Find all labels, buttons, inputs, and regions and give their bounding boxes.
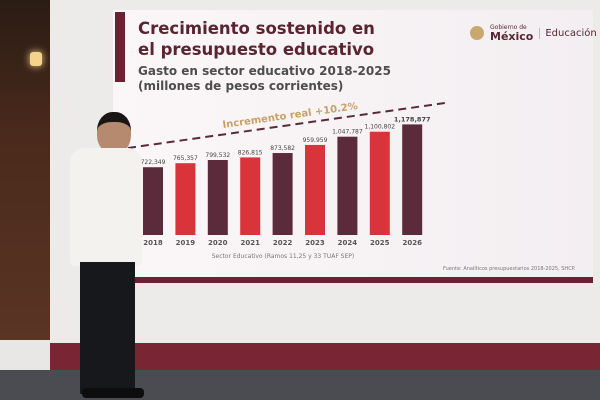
bar-2021	[240, 157, 261, 235]
logo-gov-big: México	[490, 30, 534, 43]
data-label-2024: 1,047,787	[332, 129, 363, 136]
bar-2019	[175, 163, 196, 235]
data-label-2022: 873,582	[270, 145, 295, 152]
data-label-2019: 765,357	[173, 155, 198, 162]
trend-annotation: Incremento real +10.2%	[222, 101, 359, 131]
data-label-2018: 722,349	[141, 159, 166, 166]
data-label-2023: 959,959	[303, 137, 328, 144]
speaker-shoes	[82, 388, 144, 398]
x-tick-2020: 2020	[208, 239, 228, 247]
bar-2022	[272, 153, 293, 235]
logo-dept: Educación	[539, 27, 597, 39]
x-tick-2023: 2023	[305, 239, 325, 247]
data-label-2026: 1,178,877	[394, 115, 431, 123]
speaker-shirt	[70, 148, 142, 266]
bar-2020	[207, 159, 228, 235]
gobierno-logo: Gobierno de México Educación	[470, 24, 597, 42]
source-note: Fuente: Analíticos presupuestarios 2018-…	[443, 265, 576, 272]
wall-lamp	[30, 52, 42, 66]
bar-2024	[337, 136, 358, 235]
trend-line	[127, 102, 446, 149]
x-tick-2019: 2019	[176, 239, 196, 247]
x-tick-2024: 2024	[338, 239, 358, 247]
speaker-head	[97, 112, 131, 154]
x-tick-2025: 2025	[370, 239, 390, 247]
title-accent	[115, 12, 125, 82]
speaker-pants	[80, 262, 135, 394]
x-axis-label: Sector Educativo (Ramos 11,25 y 33 TUAF …	[212, 253, 355, 260]
seal-icon	[470, 26, 484, 40]
logo-gov-small: Gobierno de	[490, 24, 527, 31]
x-tick-2018: 2018	[143, 239, 163, 247]
data-label-2020: 799,532	[205, 152, 230, 159]
bar-2018	[143, 167, 163, 235]
bar-2026	[402, 124, 423, 235]
bar-chart: Incremento real +10.2% 722,349 2018 765,35…	[127, 101, 576, 272]
slide-subtitle: Gasto en sector educativo 2018-2025 (mill…	[138, 64, 391, 93]
data-label-2025: 1,100,802	[365, 124, 396, 131]
bar-2025	[369, 131, 390, 235]
maroon-stripe	[50, 343, 600, 370]
bar-2023	[305, 144, 325, 235]
x-tick-2026: 2026	[402, 239, 422, 247]
slide-title: Crecimiento sostenido en el presupuesto e…	[138, 19, 375, 59]
data-label-2021: 826,815	[238, 149, 263, 156]
x-tick-2022: 2022	[273, 239, 293, 247]
wood-wall	[0, 0, 50, 340]
x-tick-2021: 2021	[240, 239, 260, 247]
